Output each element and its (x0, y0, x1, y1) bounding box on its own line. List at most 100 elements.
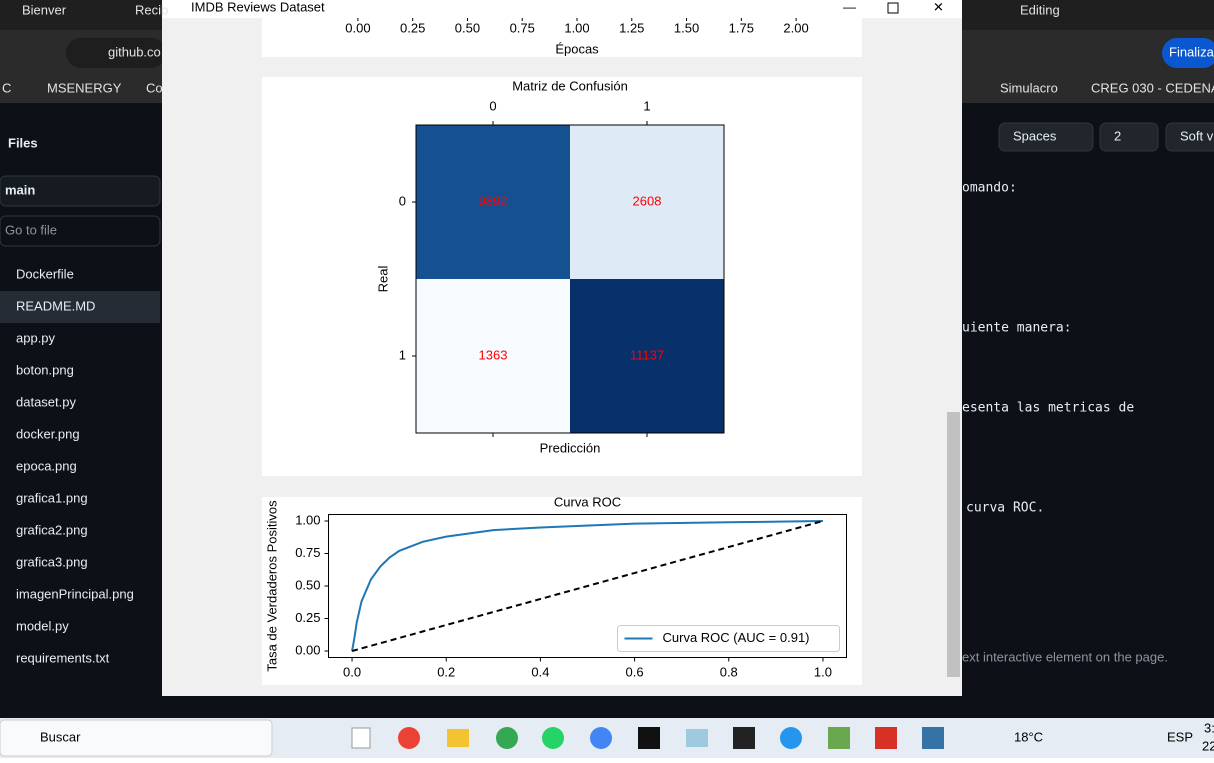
editor-control[interactable]: 2 (1114, 128, 1121, 143)
y-tick-label: 0.75 (295, 545, 320, 560)
close-button[interactable]: ✕ (933, 0, 944, 14)
icon[interactable] (686, 729, 708, 747)
x-tick-label: 0.8 (720, 664, 738, 679)
bookmark[interactable]: Simulacro (1000, 80, 1058, 95)
x-tick-label: 1.00 (564, 20, 589, 35)
file-item[interactable]: dataset.py (16, 394, 76, 409)
bookmark[interactable]: C (2, 80, 11, 95)
search-label[interactable]: Buscar (40, 729, 81, 744)
x-tick-label: 1.50 (674, 20, 699, 35)
icon[interactable] (922, 727, 944, 749)
x-tick-label: 1.25 (619, 20, 644, 35)
cell-label: 9892 (479, 193, 508, 208)
icon[interactable] (733, 727, 755, 749)
y-tick-label: 1 (399, 347, 406, 362)
file-search[interactable] (0, 215, 161, 247)
indent-select[interactable] (1099, 122, 1159, 152)
icon[interactable] (828, 727, 850, 749)
wrap-select[interactable] (1165, 122, 1214, 152)
y-tick-label: 0.50 (295, 577, 320, 592)
maximize-button[interactable] (887, 2, 899, 14)
scroll-thumb[interactable] (947, 412, 960, 677)
editor-control[interactable]: Soft v (1180, 128, 1214, 143)
code-line: curva ROC. (966, 501, 1044, 516)
tab-title[interactable]: Recib (135, 2, 168, 17)
search-placeholder[interactable]: Go to file (5, 222, 57, 237)
y-tick-label: 1.00 (295, 512, 320, 527)
file-item[interactable]: imagenPrincipal.png (16, 586, 134, 601)
file-item[interactable]: requirements.txt (16, 650, 110, 665)
file-item[interactable]: grafica1.png (16, 490, 88, 505)
icon[interactable] (496, 727, 518, 749)
x-tick-label: 0.50 (455, 20, 480, 35)
cell-label: 2608 (633, 193, 662, 208)
bookmark[interactable]: CREG 030 - CEDENAR (1091, 80, 1214, 95)
icon[interactable] (638, 727, 660, 749)
file-item[interactable]: Dockerfile (16, 266, 74, 281)
bookmark[interactable]: Co (146, 80, 163, 95)
editor-control[interactable]: Spaces (1013, 128, 1057, 143)
taskbar-search[interactable] (0, 719, 273, 757)
y-axis-label: Tasa de Verdaderos Positivos (264, 500, 279, 672)
heatmap-cell (570, 279, 724, 433)
x-tick-label: 0.0 (343, 664, 361, 679)
x-tick-label: 0 (489, 98, 496, 113)
icon[interactable] (590, 727, 612, 749)
file-item[interactable]: app.py (16, 330, 56, 345)
heatmap-cell (416, 279, 570, 433)
axes-frame (415, 124, 725, 434)
x-tick-label: 1 (643, 98, 650, 113)
x-axis-label: Épocas (555, 41, 599, 56)
legend-label: Curva ROC (AUC = 0.91) (663, 630, 810, 645)
x-tick-label: 0.75 (510, 20, 535, 35)
address-text[interactable]: github.co (108, 44, 161, 59)
icon[interactable] (875, 727, 897, 749)
file-item[interactable]: grafica2.png (16, 522, 88, 537)
file-item[interactable]: boton.png (16, 362, 74, 377)
icon[interactable] (780, 727, 802, 749)
axes-frame (328, 514, 847, 658)
window-title: IMDB Reviews Dataset (191, 0, 325, 14)
figure-panel (262, 497, 862, 685)
x-tick-label: 2.00 (783, 20, 808, 35)
heatmap-cell (570, 125, 724, 279)
window-titlebar (162, 0, 962, 18)
chart-title: Curva ROC (554, 494, 621, 509)
tab-title[interactable]: Editing (1020, 2, 1060, 17)
file-item[interactable]: docker.png (16, 426, 80, 441)
finalize-button[interactable] (1162, 38, 1214, 68)
branch-select[interactable] (0, 175, 161, 207)
figure-panel (262, 18, 862, 57)
finalize-label[interactable]: Finalizar (1169, 44, 1214, 59)
x-tick-label: 0.6 (626, 664, 644, 679)
icon[interactable] (351, 727, 371, 749)
branch-name[interactable]: main (5, 182, 35, 197)
spaces-select[interactable] (998, 122, 1094, 152)
y-tick-label: 0 (399, 193, 406, 208)
code-line: esenta las metricas de (962, 401, 1134, 416)
x-tick-label: 0.00 (345, 20, 370, 35)
icon[interactable] (542, 727, 564, 749)
line-series (351, 520, 823, 652)
file-item[interactable]: model.py (16, 618, 69, 633)
file-item[interactable]: README.MD (16, 298, 95, 313)
icon[interactable] (398, 727, 420, 749)
clock-time[interactable]: 3: (1204, 720, 1214, 735)
x-tick-label: 0.4 (531, 664, 549, 679)
code-line: uiente manera: (962, 321, 1072, 336)
file-item[interactable]: grafica3.png (16, 554, 88, 569)
bookmark[interactable]: MSENERGY (47, 80, 122, 95)
file-item[interactable]: epoca.png (16, 458, 77, 473)
clock-date[interactable]: 22 (1202, 738, 1214, 753)
weather[interactable]: 18°C (1014, 729, 1043, 744)
taskbar-icons (351, 727, 944, 749)
address-bar[interactable] (66, 38, 166, 68)
icon[interactable] (447, 729, 469, 747)
tab-title[interactable]: Bienver (22, 2, 67, 17)
minimize-button[interactable]: — (843, 0, 856, 14)
language[interactable]: ESP (1167, 729, 1193, 744)
y-tick-label: 0.25 (295, 610, 320, 625)
